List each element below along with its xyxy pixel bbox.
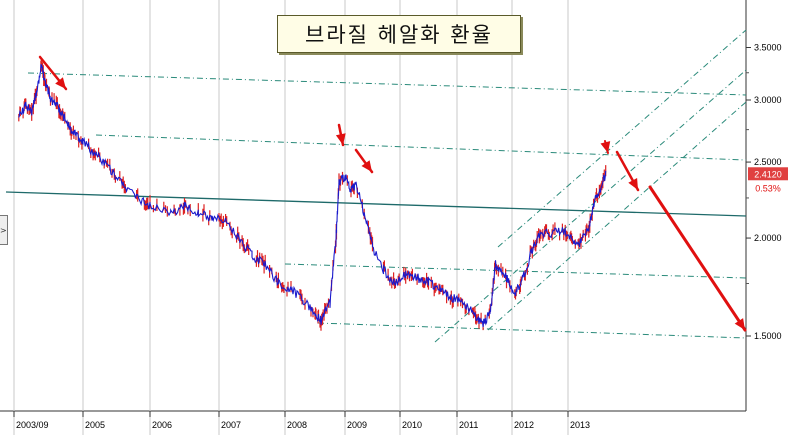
x-tick-label: 2013 <box>570 420 590 430</box>
y-tick-label: 3.5000 <box>754 43 782 53</box>
arrow-2009-head <box>361 160 372 172</box>
y-tick-label: 1.5000 <box>754 331 782 341</box>
trend-line <box>95 134 747 161</box>
arrow-2013-head <box>628 178 638 190</box>
side-collapse-handle[interactable]: > <box>0 215 8 245</box>
arrow-2008-small-head <box>335 133 346 145</box>
y-tick-label: 2.0000 <box>754 233 782 243</box>
chart-title: 브라질 헤알화 환율 <box>277 15 521 53</box>
x-tick-label: 2012 <box>514 420 534 430</box>
x-tick-label: 2003/09 <box>16 420 49 430</box>
x-tick-label: 2010 <box>402 420 422 430</box>
arrow-2003-head <box>55 77 66 89</box>
channel-line <box>497 29 747 248</box>
arrow-2013-small-head <box>600 141 611 153</box>
price-line <box>18 63 607 328</box>
arrow-forecast <box>648 185 747 332</box>
trend-line <box>317 322 747 339</box>
x-tick-label: 2006 <box>152 420 172 430</box>
channel-line <box>487 101 747 331</box>
y-tick-label: 2.5000 <box>754 157 782 167</box>
last-value-label: 2.4120 <box>754 169 782 179</box>
last-value-badge <box>748 167 788 181</box>
last-change-label: 0.53% <box>755 183 781 193</box>
x-tick-label: 2009 <box>347 420 367 430</box>
x-tick-label: 2011 <box>459 420 478 430</box>
y-tick-label: 3.0000 <box>754 95 782 105</box>
x-tick-label: 2007 <box>221 420 241 430</box>
long-trend-line <box>5 191 747 217</box>
x-tick-label: 2008 <box>287 420 307 430</box>
trend-line <box>27 72 747 96</box>
x-tick-label: 2005 <box>85 420 105 430</box>
arrow-forecast-head <box>734 318 745 330</box>
channel-line <box>434 69 747 343</box>
